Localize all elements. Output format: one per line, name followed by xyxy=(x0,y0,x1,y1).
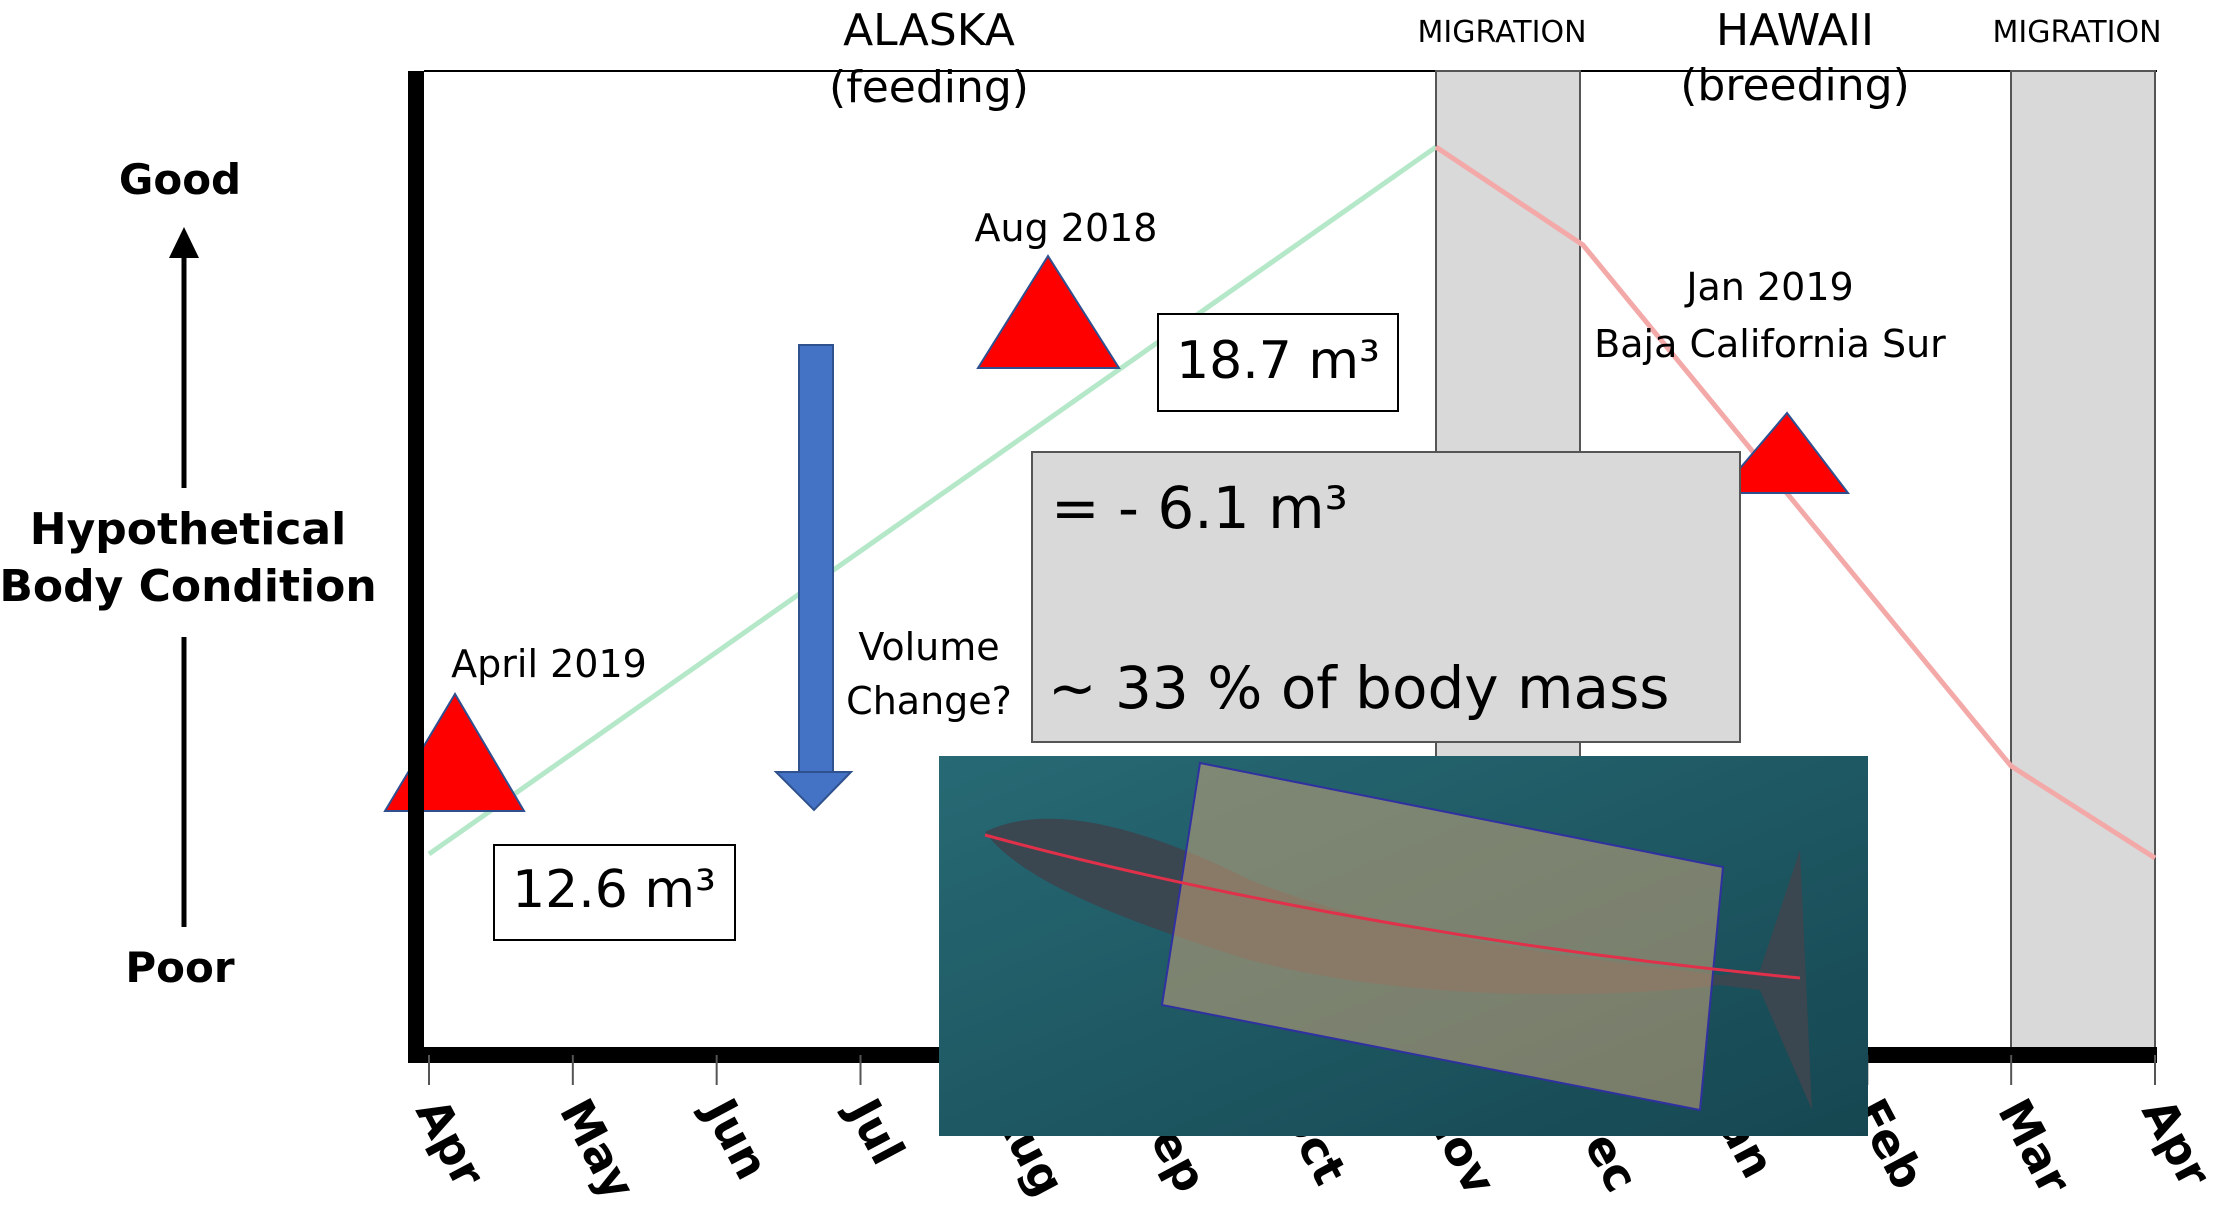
month-label: Mar xyxy=(1987,1090,2082,1203)
volume-text: 12.6 m³ xyxy=(512,860,716,920)
month-label: Jun xyxy=(692,1087,780,1188)
obs-label: April 2019 xyxy=(451,642,647,686)
month-label: Jul xyxy=(835,1087,915,1173)
migration-band xyxy=(2011,71,2155,1055)
arrow-label: Volume xyxy=(858,625,999,669)
obs-label: Aug 2018 xyxy=(975,206,1158,250)
season-sub: (feeding) xyxy=(829,62,1029,113)
result-text: = - 6.1 m³ xyxy=(1051,474,1348,542)
whale-photo xyxy=(939,756,1868,1136)
y-bottom-label: Poor xyxy=(125,943,234,992)
season-label: MIGRATION xyxy=(1992,15,2161,50)
result-text: ~ 33 % of body mass xyxy=(1048,654,1670,722)
change-arrow xyxy=(799,345,833,772)
y-top-label: Good xyxy=(119,155,241,204)
obs-label: Baja California Sur xyxy=(1594,322,1946,366)
y-arrow-head xyxy=(169,227,199,258)
season-label: MIGRATION xyxy=(1417,15,1586,50)
y-label: Hypothetical xyxy=(30,504,346,555)
obs-marker xyxy=(385,694,524,811)
arrow-label: Change? xyxy=(846,679,1012,723)
volume-text: 18.7 m³ xyxy=(1176,331,1380,391)
change-arrow-head xyxy=(776,772,851,810)
figure: ALASKA (feeding) MIGRATION HAWAII (breed… xyxy=(0,0,2220,1223)
month-label: May xyxy=(549,1090,646,1208)
month-label: Apr xyxy=(405,1090,496,1196)
obs-label: Jan 2019 xyxy=(1684,265,1853,309)
obs-marker xyxy=(978,256,1119,368)
season-label: HAWAII xyxy=(1716,5,1874,56)
season-sub: (breeding) xyxy=(1680,60,1910,111)
season-label: ALASKA xyxy=(843,5,1015,56)
y-label: Body Condition xyxy=(0,561,377,612)
month-label: Apr xyxy=(2131,1090,2220,1196)
